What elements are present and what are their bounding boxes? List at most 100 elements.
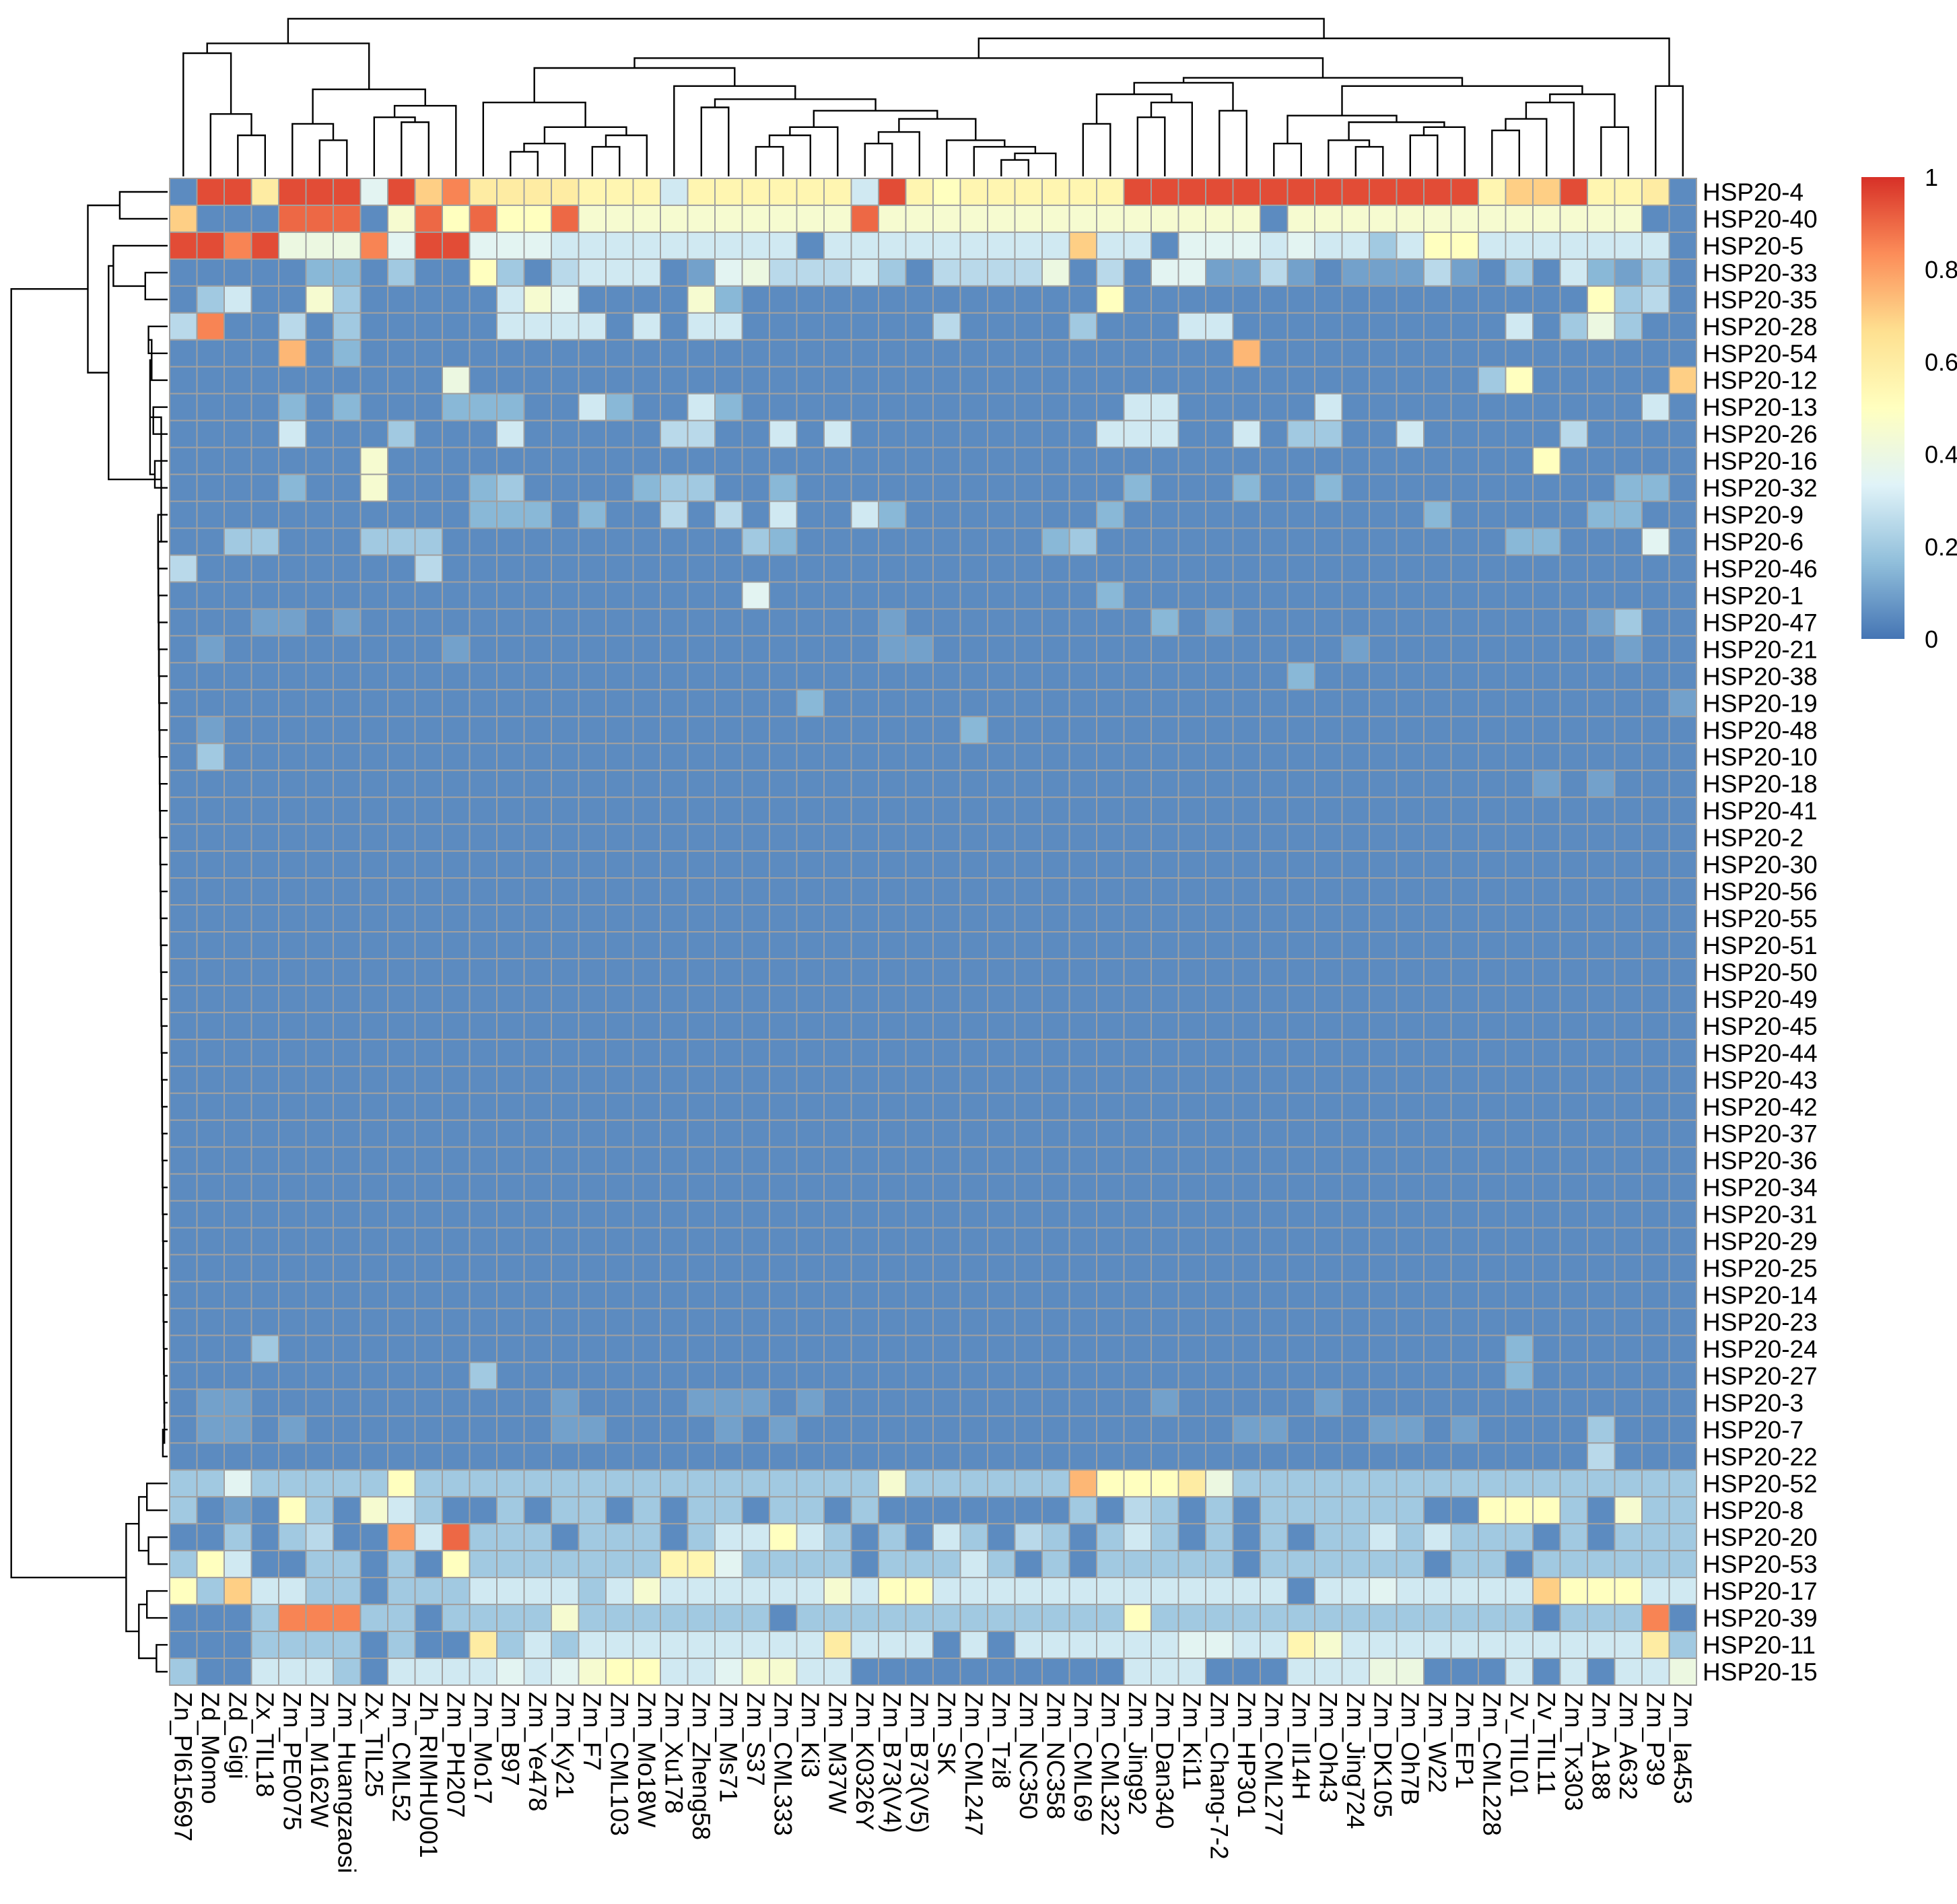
heatmap-cell [850,1119,879,1148]
heatmap-cell [1260,393,1289,421]
heatmap-cell [905,581,934,610]
heatmap-cell [687,527,716,556]
heatmap-cell [414,1523,443,1552]
heatmap-cell [850,984,879,1013]
heatmap-cell [1396,850,1424,879]
heatmap-cell [1423,984,1452,1013]
heatmap-cell [224,1469,252,1498]
heatmap-cell [1341,1146,1370,1175]
heatmap-cell [1369,581,1398,610]
heatmap-cell [1532,1442,1561,1471]
heatmap-cell [1096,1065,1125,1094]
heatmap-cell [769,204,798,233]
heatmap-cell [1096,877,1125,906]
heatmap-cell [305,1658,334,1687]
heatmap-cell [1314,554,1343,583]
heatmap-cell [1614,1415,1643,1444]
heatmap-cell [687,1577,716,1606]
heatmap-cell [1151,984,1179,1013]
heatmap-cell [387,1631,416,1660]
color-legend-ticks: 10.80.60.40.20 [1925,164,1957,653]
heatmap-cell [632,1119,661,1148]
heatmap-cell [551,984,580,1013]
heatmap-cell [1260,957,1289,986]
heatmap-cell [1151,904,1179,933]
heatmap-cell [714,1119,743,1148]
heatmap-cell [1641,1146,1670,1175]
heatmap-cell [1587,1254,1616,1283]
heatmap-cell [959,635,988,664]
heatmap-cell [1478,1496,1507,1525]
heatmap-cell [333,1146,362,1175]
heatmap-cell [823,1254,852,1283]
heatmap-cell [1614,1038,1643,1067]
heatmap-cell [1123,581,1152,610]
heatmap-cell [1068,850,1097,879]
heatmap-cell [1068,554,1097,583]
row-label: HSP20-9 [1703,502,1804,529]
heatmap-cell [1369,1469,1398,1498]
heatmap-cell [1096,500,1125,529]
heatmap-cell [1123,312,1152,341]
heatmap-cell [551,662,580,691]
heatmap-cell [660,1469,689,1498]
heatmap-cell [823,1361,852,1390]
heatmap-cell [1478,178,1507,206]
heatmap-cell [1096,850,1125,879]
heatmap-cell [278,689,307,718]
heatmap-cell [850,258,879,287]
heatmap-cell [387,1254,416,1283]
heatmap-cell [741,1173,770,1202]
heatmap-cell [551,204,580,233]
heatmap-cell [878,1496,907,1525]
heatmap-cell [932,635,961,664]
heatmap-cell [469,716,497,745]
heatmap-cell [987,419,1016,448]
heatmap-cell [1668,850,1697,879]
heatmap-cell [660,231,689,260]
heatmap-cell [1532,1577,1561,1606]
heatmap-cell [769,850,798,879]
heatmap-cell [1041,957,1070,986]
heatmap-cell [469,689,497,718]
heatmap-cell [1068,743,1097,772]
heatmap-cell [1369,662,1398,691]
heatmap-cell [1286,1334,1315,1363]
heatmap-cell [850,1388,879,1417]
heatmap-cell [1559,1173,1588,1202]
heatmap-cell [1041,393,1070,421]
heatmap-cell [1587,366,1616,395]
heatmap-cell [523,1415,552,1444]
heatmap-cell [496,1146,525,1175]
heatmap-cell [1614,1658,1643,1687]
heatmap-cell [632,823,661,852]
heatmap-cell [359,285,388,314]
heatmap-cell [250,1334,279,1363]
heatmap-cell [196,716,225,745]
heatmap-cell [1232,1065,1261,1094]
column-dendrogram-branch [768,134,811,176]
heatmap-cell [224,1092,252,1121]
heatmap-cell [551,1496,580,1525]
row-label: HSP20-19 [1703,689,1818,717]
heatmap-cell [1205,716,1234,745]
heatmap-cell [1423,581,1452,610]
heatmap-cell [769,1146,798,1175]
heatmap-cell [278,823,307,852]
heatmap-cell [905,527,934,556]
heatmap-cell [1450,285,1479,314]
heatmap-cell [1641,231,1670,260]
heatmap-cell [551,419,580,448]
heatmap-cell [769,1227,798,1256]
heatmap-cell [523,419,552,448]
heatmap-cell [196,554,225,583]
heatmap-cell [687,1281,716,1310]
heatmap-cell [878,393,907,421]
heatmap-cell [1123,178,1152,206]
column-label: Zn_PI615697 [169,1692,197,1841]
heatmap-cell [1505,984,1534,1013]
heatmap-cell [1205,1631,1234,1660]
heatmap-cell [1314,312,1343,341]
heatmap-cell [250,1361,279,1390]
heatmap-cell [387,716,416,745]
